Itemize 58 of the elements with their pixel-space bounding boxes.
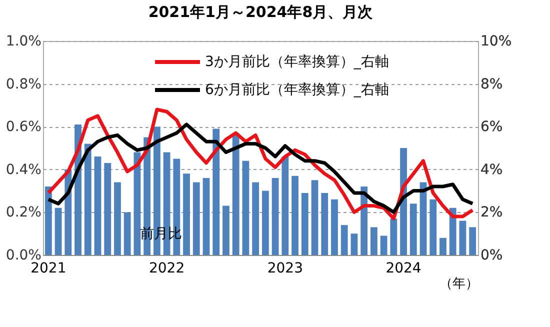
y2-tick-label: 0% [480, 248, 503, 264]
bar [242, 160, 250, 255]
y-tick-label: 0.6% [6, 119, 42, 136]
bar [350, 234, 358, 255]
legend-label: 3か月前比（年率換算）_右軸 [205, 54, 389, 70]
bar [212, 128, 220, 255]
bar [449, 208, 456, 255]
x-tick-label: 2024 [386, 260, 422, 276]
bar [272, 178, 279, 255]
bar [183, 174, 190, 255]
legend-label: 6か月前比（年率換算）_右軸 [205, 82, 389, 98]
y-tick-label: 0.2% [6, 204, 42, 221]
bar [94, 156, 102, 255]
bar [252, 182, 260, 255]
bar [331, 199, 338, 255]
y-tick-label: 1.0% [6, 34, 42, 50]
bar [469, 227, 476, 255]
bar [282, 156, 289, 255]
bar [311, 180, 318, 255]
bar [84, 144, 92, 255]
bar [134, 152, 141, 255]
bar [380, 236, 388, 255]
bar [114, 182, 121, 255]
y2-tick-label: 2% [480, 204, 503, 221]
bar [232, 133, 240, 255]
bar [262, 190, 269, 255]
line-series [46, 108, 474, 220]
x-tick-label: 2021 [30, 260, 66, 276]
bar [420, 182, 427, 255]
bar [54, 208, 62, 255]
bar [390, 218, 398, 255]
y2-tick-label: 10% [480, 34, 512, 50]
bar [430, 199, 437, 255]
x-tick-label: 2022 [148, 260, 185, 276]
bar [301, 192, 308, 255]
y2-tick-label: 8% [480, 76, 503, 92]
bar [192, 182, 200, 255]
x-axis-title: （年） [440, 276, 478, 292]
x-tick-label: 2023 [267, 260, 303, 276]
y-tick-label: 0.8% [6, 76, 42, 92]
y2-tick-label: 4% [480, 162, 503, 178]
y2-tick-label: 6% [480, 119, 503, 136]
bar [459, 220, 466, 255]
line-series [46, 122, 474, 214]
bar [340, 225, 348, 255]
y-tick-label: 0.4% [6, 162, 42, 178]
bar [370, 227, 378, 255]
bar [410, 204, 417, 255]
y-tick-label: 0.0% [6, 248, 42, 264]
bar [292, 176, 298, 255]
chart-title: 2021年1月～2024年8月、月次 [148, 3, 374, 21]
bar [440, 238, 446, 255]
bar [202, 178, 210, 255]
bar [124, 212, 131, 255]
bar [222, 206, 230, 255]
bar [44, 186, 52, 255]
bar [321, 192, 328, 255]
bar [104, 162, 112, 255]
